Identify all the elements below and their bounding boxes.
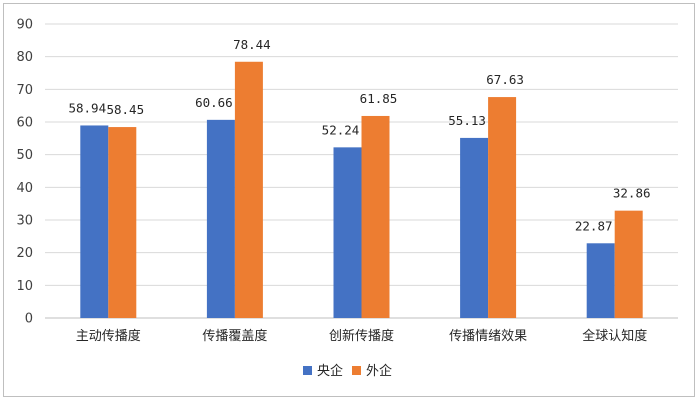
legend: 央企 外企: [303, 363, 392, 379]
legend-swatch: [303, 366, 312, 375]
y-tick-label: 80: [16, 50, 33, 65]
bar: [488, 97, 517, 318]
bar: [460, 137, 489, 318]
data-label: 52.24: [322, 122, 360, 137]
y-tick-label: 0: [25, 312, 33, 327]
y-tick-label: 20: [16, 246, 33, 261]
data-label: 60.66: [195, 95, 233, 110]
bar: [586, 243, 615, 318]
bar: [333, 147, 362, 318]
x-tick-label: 传播覆盖度: [202, 328, 267, 344]
data-label: 32.86: [613, 186, 651, 201]
gridlines: [45, 23, 678, 319]
data-label: 55.13: [448, 113, 486, 128]
bars: [80, 61, 643, 319]
data-label: 58.45: [106, 102, 144, 117]
y-tick-label: 50: [16, 148, 33, 163]
y-tick-label: 40: [16, 181, 33, 196]
data-label: 61.85: [360, 91, 398, 106]
x-tick-label: 主动传播度: [76, 328, 141, 344]
legend-label: 外企: [366, 363, 392, 379]
legend-swatch: [352, 366, 361, 375]
data-label: 58.94: [68, 100, 106, 115]
x-tick-label: 传播情绪效果: [449, 329, 527, 344]
y-tick-label: 60: [16, 116, 33, 131]
y-axis-ticks: 0 10 20 30 40 50 60 70 80 90: [16, 18, 33, 327]
bar: [206, 119, 235, 319]
legend-label: 央企: [317, 363, 343, 379]
y-tick-label: 90: [16, 18, 33, 33]
data-label: 22.87: [575, 218, 613, 233]
data-label: 78.44: [233, 37, 271, 52]
data-labels: 58.94 58.45 60.66 78.44 52.24 61.85 55.13 67.63…: [68, 37, 650, 234]
data-label: 67.63: [486, 72, 524, 87]
x-tick-label: 全球认知度: [582, 328, 647, 344]
y-tick-label: 10: [16, 279, 33, 294]
bar: [234, 61, 263, 318]
bar: [614, 210, 643, 318]
y-tick-label: 30: [16, 214, 33, 229]
y-tick-label: 70: [16, 83, 33, 98]
bar: [361, 115, 390, 318]
bar: [80, 125, 109, 318]
x-axis-categories: 主动传播度 传播覆盖度 创新传播度 传播情绪效果 全球认知度: [76, 328, 647, 344]
x-tick-label: 创新传播度: [329, 328, 394, 344]
bar: [108, 127, 137, 319]
